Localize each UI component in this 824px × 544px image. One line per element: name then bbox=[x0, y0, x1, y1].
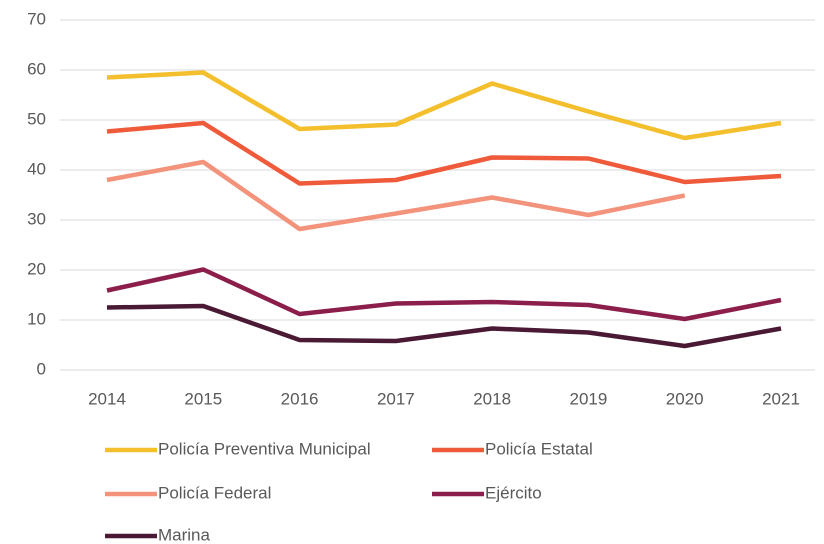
series-line bbox=[106, 70, 782, 141]
x-tick-label: 2017 bbox=[377, 389, 415, 408]
x-tick-label: 2015 bbox=[184, 389, 222, 408]
x-tick-label: 2021 bbox=[762, 389, 800, 408]
legend-label: Ejército bbox=[485, 483, 542, 502]
legend-label: Policía Preventiva Municipal bbox=[158, 439, 371, 458]
y-tick-label: 30 bbox=[27, 209, 46, 228]
x-tick-label: 2019 bbox=[570, 389, 608, 408]
series-line bbox=[106, 159, 686, 232]
y-tick-label: 50 bbox=[27, 109, 46, 128]
y-tick-label: 10 bbox=[27, 309, 46, 328]
y-tick-label: 40 bbox=[27, 159, 46, 178]
series-line bbox=[106, 303, 782, 349]
series-line bbox=[106, 120, 782, 186]
legend-label: Policía Federal bbox=[158, 483, 271, 502]
legend-label: Marina bbox=[158, 525, 211, 544]
y-tick-label: 70 bbox=[27, 9, 46, 28]
y-tick-label: 20 bbox=[27, 259, 46, 278]
series-line bbox=[106, 267, 782, 322]
x-tick-label: 2020 bbox=[666, 389, 704, 408]
x-tick-label: 2016 bbox=[281, 389, 319, 408]
legend-label: Policía Estatal bbox=[485, 439, 593, 458]
x-tick-label: 2014 bbox=[88, 389, 126, 408]
y-tick-label: 0 bbox=[37, 359, 46, 378]
y-tick-label: 60 bbox=[27, 59, 46, 78]
x-tick-label: 2018 bbox=[473, 389, 511, 408]
